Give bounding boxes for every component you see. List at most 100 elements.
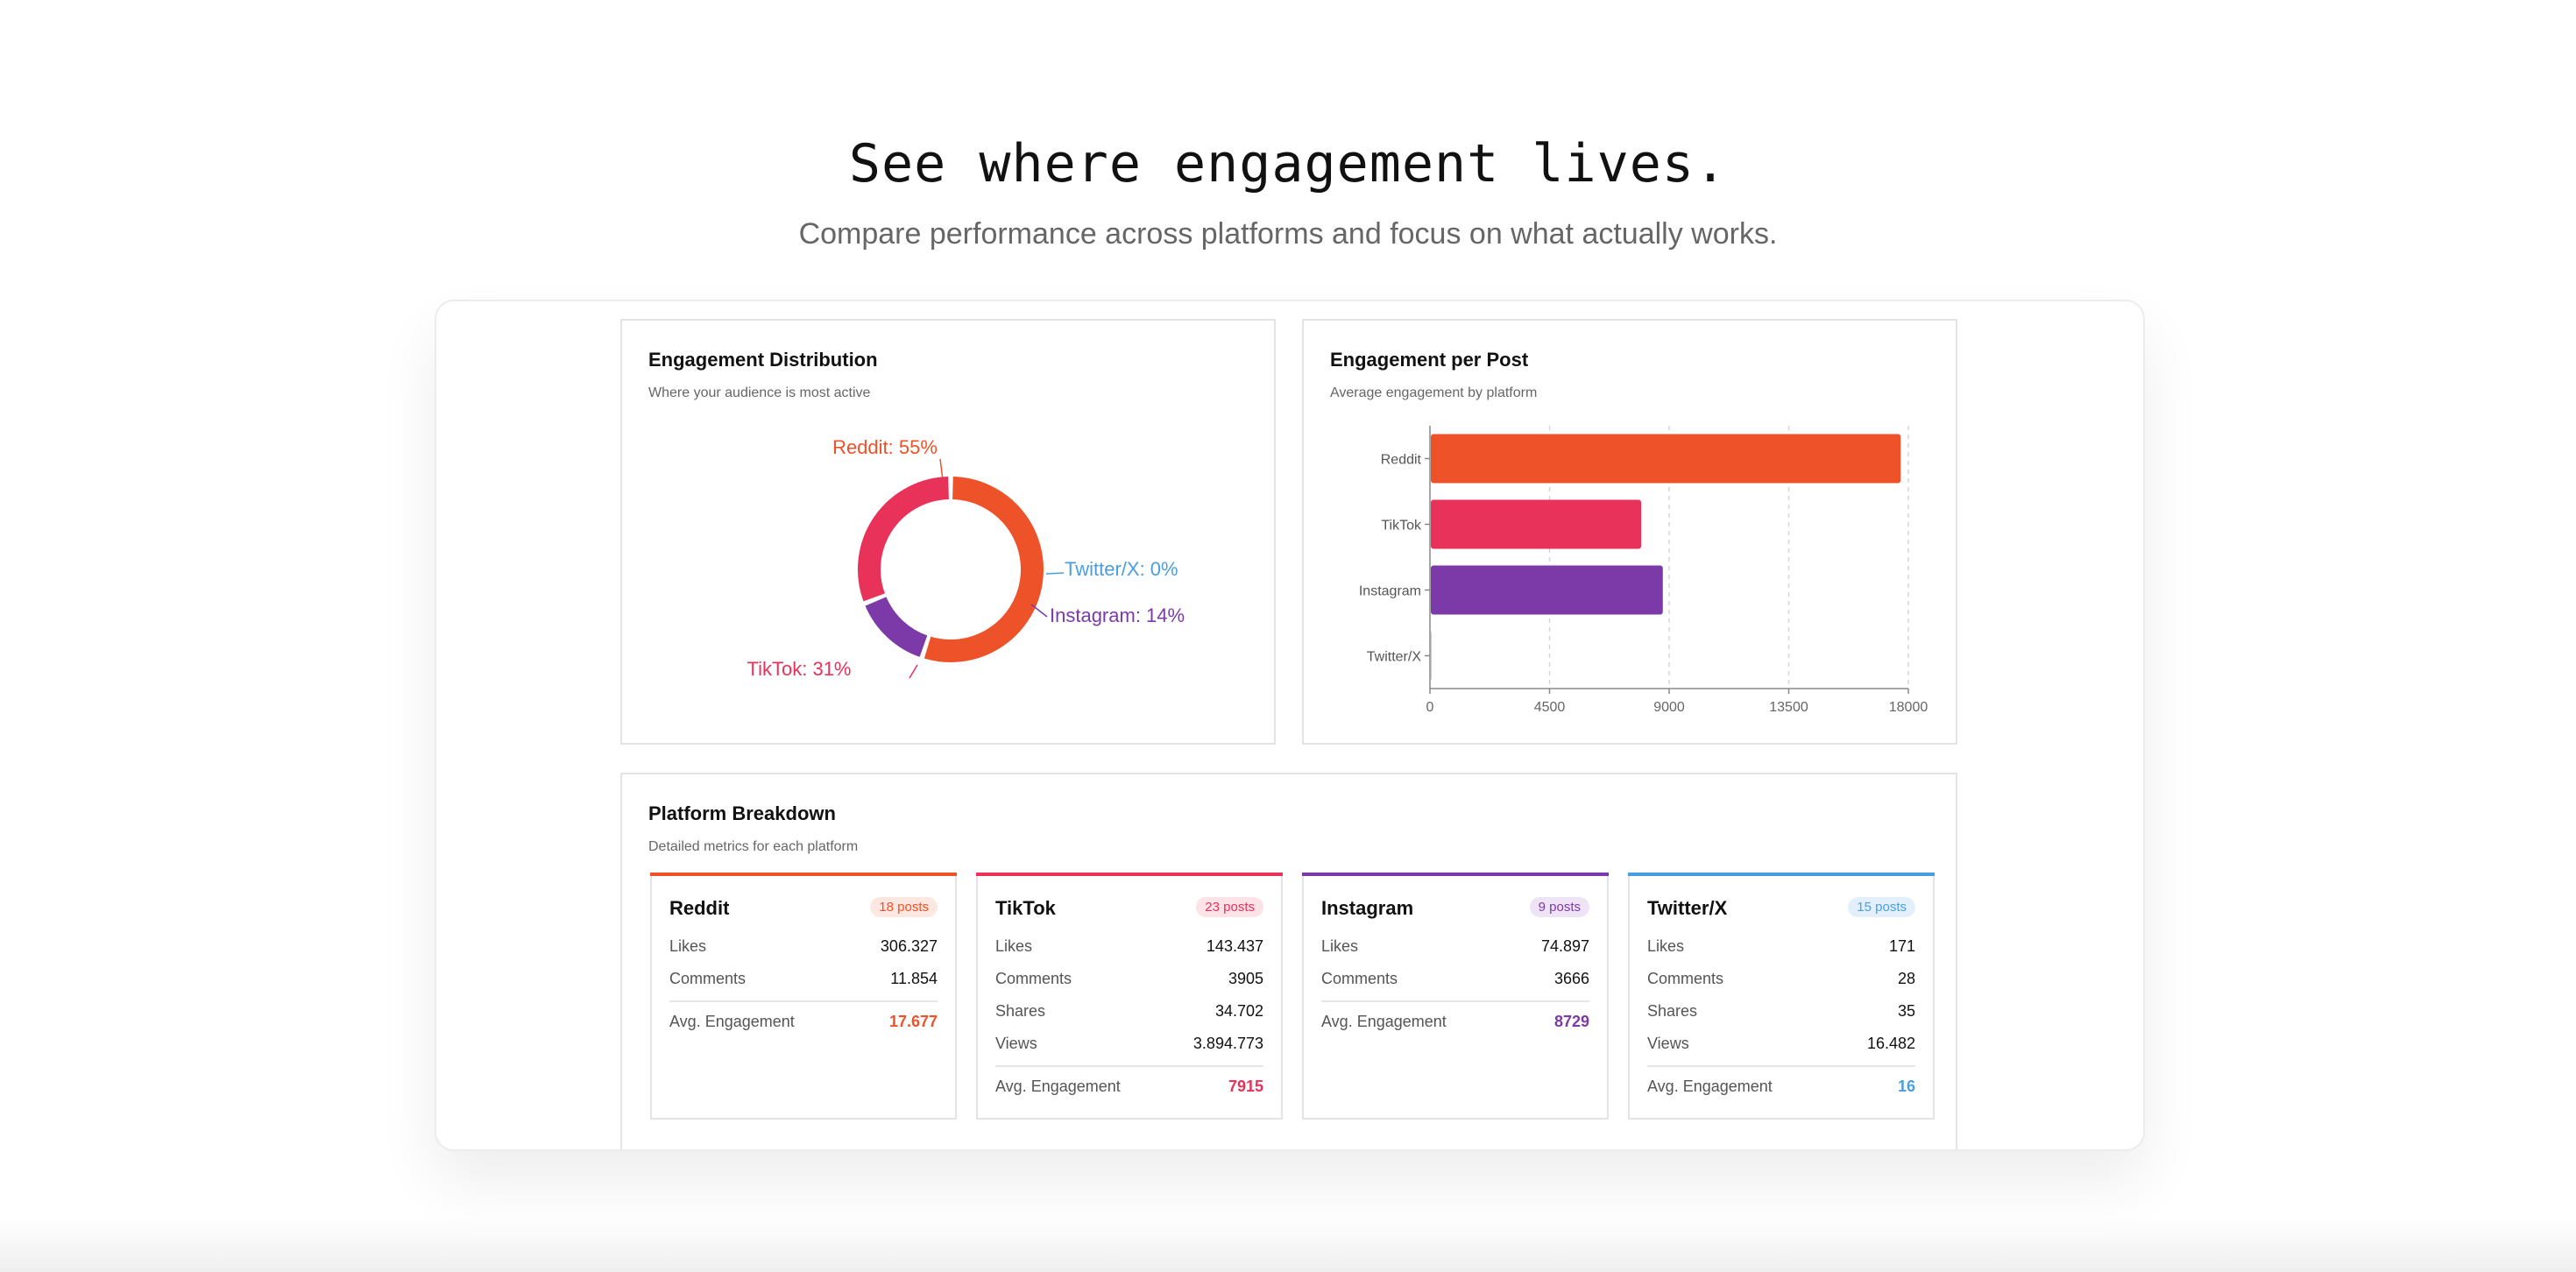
- metric-value: 3905: [1228, 970, 1263, 987]
- metric-label: Comments: [1647, 970, 1724, 987]
- divider: [669, 1000, 938, 1002]
- metric-value: 306.327: [880, 937, 938, 955]
- metric-label: Likes: [669, 937, 707, 955]
- metric-label: Comments: [669, 970, 747, 987]
- platform-card-tiktok: TikTok 23 posts Likes 143.437 Comments 3…: [976, 873, 1283, 1120]
- metric-value: 11.854: [890, 970, 938, 987]
- avg-engagement-value: 17.677: [888, 1013, 938, 1030]
- metric-value: 28: [1897, 970, 1915, 987]
- y-tick-label: Instagram: [1359, 584, 1421, 599]
- metric-label: Likes: [995, 937, 1033, 955]
- x-tick-label: 0: [1426, 700, 1434, 715]
- posts-badge: 18 posts: [870, 897, 938, 917]
- platform-card-reddit: Reddit 18 posts Likes 306.327 Comments 1…: [650, 873, 957, 1120]
- y-tick-label: Reddit: [1381, 453, 1422, 468]
- metric-row: Views 16.482: [1647, 1035, 1915, 1057]
- metric-label: Avg. Engagement: [1321, 1013, 1447, 1030]
- avg-engagement-row: Avg. Engagement 17.677: [669, 1013, 938, 1035]
- donut-slice-instagram: [865, 596, 928, 657]
- slice-label: TikTok: 31%: [747, 658, 851, 680]
- metric-label: Comments: [995, 970, 1072, 987]
- platform-name: Instagram: [1321, 897, 1414, 919]
- metric-row: Likes 143.437: [995, 937, 1263, 960]
- label-leader-line: [909, 664, 918, 679]
- metric-value: 16.482: [1866, 1035, 1915, 1052]
- card-subtitle: Average engagement by platform: [1330, 385, 1538, 400]
- platform-color-bar: [650, 873, 957, 876]
- metric-label: Avg. Engagement: [669, 1013, 795, 1030]
- engagement-distribution-card: Engagement Distribution Where your audie…: [620, 319, 1276, 745]
- slice-label: Reddit: 55%: [832, 436, 938, 458]
- x-tick-label: 13500: [1769, 700, 1808, 715]
- platform-color-bar: [976, 873, 1283, 876]
- platform-name: Twitter/X: [1647, 897, 1728, 919]
- label-leader-line: [939, 458, 944, 481]
- metric-label: Views: [995, 1035, 1037, 1052]
- bar-reddit: [1431, 434, 1901, 484]
- metric-label: Comments: [1321, 970, 1398, 987]
- avg-engagement-value: 8729: [1553, 1013, 1589, 1030]
- metric-label: Views: [1647, 1035, 1689, 1052]
- y-tick-label: TikTok: [1381, 519, 1422, 534]
- metric-row: Comments 28: [1647, 970, 1915, 993]
- divider: [995, 1065, 1263, 1067]
- card-title: Platform Breakdown: [648, 802, 836, 824]
- metric-value: 171: [1888, 937, 1915, 955]
- donut-chart: Reddit: 55% Twitter/X: 0% Instagram: 14% Ti…: [747, 436, 1185, 680]
- metric-label: Shares: [1647, 1002, 1698, 1020]
- donut-slice-tiktok: [858, 477, 950, 602]
- slice-label: Instagram: 14%: [1050, 604, 1185, 626]
- metric-value: 34.702: [1214, 1002, 1263, 1020]
- posts-badge: 15 posts: [1848, 897, 1915, 917]
- hero-title: See where engagement lives.: [848, 133, 1728, 194]
- divider: [1647, 1065, 1915, 1067]
- posts-badge: 9 posts: [1529, 897, 1589, 917]
- page-bottom-shadow: [0, 1218, 2576, 1272]
- metric-value: 74.897: [1540, 937, 1589, 955]
- metric-row: Shares 35: [1647, 1002, 1915, 1025]
- dashboard-frame: Engagement Distribution Where your audie…: [435, 300, 2145, 1151]
- card-subtitle: Where your audience is most active: [648, 385, 871, 400]
- metric-label: Likes: [1647, 937, 1685, 955]
- card-title: Engagement per Post: [1330, 349, 1529, 371]
- metric-value: 3666: [1553, 970, 1589, 987]
- avg-engagement-row: Avg. Engagement 7915: [995, 1078, 1263, 1100]
- platform-card-twitter: Twitter/X 15 posts Likes 171 Comments 28…: [1628, 873, 1935, 1120]
- metric-row: Comments 3905: [995, 970, 1263, 993]
- bar-chart: 0 4500 9000 13500 18000 Reddit TikTok Instagram…: [1359, 426, 1928, 715]
- divider: [1321, 1000, 1589, 1002]
- metric-label: Likes: [1321, 937, 1359, 955]
- platform-breakdown-card: Platform Breakdown Detailed metrics for …: [620, 773, 1957, 1149]
- metric-row: Likes 306.327: [669, 937, 938, 960]
- card-title: Engagement Distribution: [648, 349, 878, 371]
- label-leader-line: [1030, 604, 1048, 618]
- avg-engagement-value: 16: [1897, 1078, 1915, 1095]
- label-leader-line: [1045, 572, 1065, 575]
- metric-label: Avg. Engagement: [1647, 1078, 1773, 1095]
- bar-tiktok: [1431, 499, 1642, 549]
- metric-row: Comments 3666: [1321, 970, 1589, 993]
- metric-row: Comments 11.854: [669, 970, 938, 993]
- platform-color-bar: [1628, 873, 1935, 876]
- bar-instagram: [1431, 565, 1663, 615]
- engagement-per-post-card: Engagement per Post Average engagement b…: [1302, 319, 1957, 745]
- avg-engagement-row: Avg. Engagement 16: [1647, 1078, 1915, 1100]
- posts-badge: 23 posts: [1196, 897, 1263, 917]
- metric-value: 143.437: [1206, 937, 1263, 955]
- avg-engagement-row: Avg. Engagement 8729: [1321, 1013, 1589, 1035]
- x-tick-label: 18000: [1889, 700, 1928, 715]
- slice-label: Twitter/X: 0%: [1065, 558, 1178, 580]
- platform-color-bar: [1302, 873, 1609, 876]
- y-tick-label: Twitter/X: [1367, 650, 1422, 665]
- metric-value: 35: [1897, 1002, 1915, 1020]
- platform-name: TikTok: [995, 897, 1056, 919]
- metric-label: Avg. Engagement: [995, 1078, 1121, 1095]
- x-tick-label: 4500: [1534, 700, 1566, 715]
- metric-row: Shares 34.702: [995, 1002, 1263, 1025]
- hero-subtitle: Compare performance across platforms and…: [798, 217, 1778, 251]
- avg-engagement-value: 7915: [1228, 1078, 1263, 1095]
- metric-value: 3.894.773: [1192, 1035, 1263, 1052]
- metric-row: Likes 74.897: [1321, 937, 1589, 960]
- card-subtitle: Detailed metrics for each platform: [648, 839, 859, 854]
- metric-row: Likes 171: [1647, 937, 1915, 960]
